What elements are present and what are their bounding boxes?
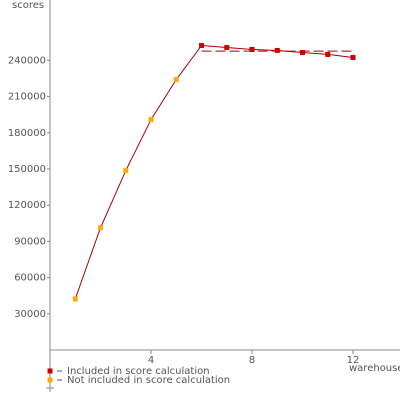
legend-label: Included in score calculation [67,366,210,377]
y-tick-label: 180000 [8,128,46,139]
x-tick-label: 8 [249,355,255,366]
legend-swatch [47,368,53,374]
point [300,50,306,55]
y-tick-label: 120000 [8,200,46,211]
x-tick-label: 4 [148,355,154,366]
x-axis-label: warehouses [349,363,400,374]
point [173,77,179,83]
y-tick-label: 90000 [14,236,46,247]
legend-label: Not included in score calculation [67,375,230,386]
point [274,47,280,53]
series-connector [175,45,202,80]
x-tick-label: 12 [347,355,360,366]
point [325,51,331,57]
y-tick-label: 210000 [8,92,46,103]
y-axis-label: scores [12,0,44,11]
point [72,296,78,302]
y-tick-label: 30000 [14,309,46,320]
y-tick-label: 60000 [14,273,46,284]
point [199,43,205,48]
series-line [74,79,177,300]
point [249,46,255,52]
y-tick-label: 150000 [8,164,46,175]
y-tick-label: 240000 [8,55,46,66]
point [123,168,129,174]
legend-swatch [47,377,53,383]
point [148,117,154,123]
point [350,54,356,60]
point [98,225,104,231]
point [224,45,230,51]
